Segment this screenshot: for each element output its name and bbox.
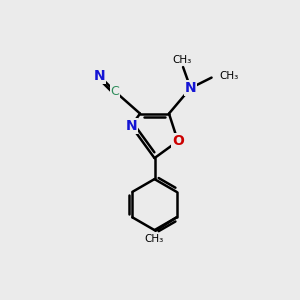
Text: C: C	[110, 85, 119, 98]
Text: N: N	[94, 69, 105, 83]
Text: N: N	[125, 119, 137, 133]
Text: CH₃: CH₃	[219, 71, 238, 81]
Text: N: N	[185, 81, 197, 95]
Text: O: O	[172, 134, 184, 148]
Text: CH₃: CH₃	[172, 55, 191, 65]
Text: CH₃: CH₃	[145, 235, 164, 244]
